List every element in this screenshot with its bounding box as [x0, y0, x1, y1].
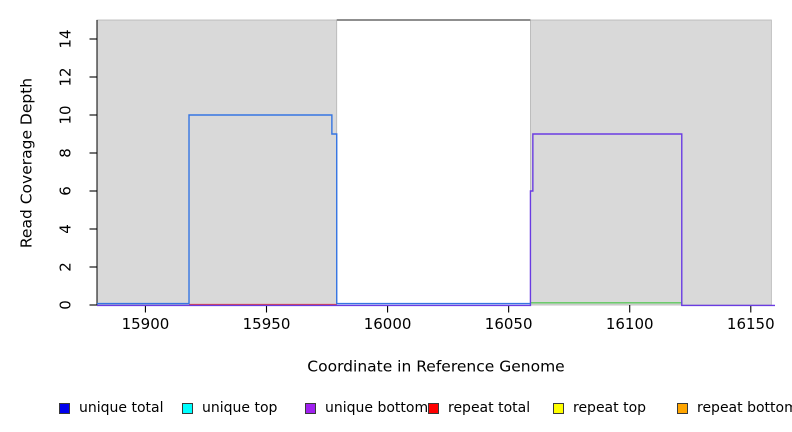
legend-item-unique-bottom: unique bottom	[305, 400, 428, 416]
legend-swatch-icon	[305, 402, 316, 414]
legend-label: repeat bottom	[697, 400, 792, 416]
x-tick-label: 15900	[121, 315, 170, 333]
y-tick-label: 6	[56, 186, 75, 196]
x-tick-label: 16150	[726, 315, 775, 333]
legend-item-unique-top: unique top	[182, 400, 277, 416]
legend-swatch-icon	[182, 402, 193, 414]
legend-swatch-icon	[677, 402, 688, 414]
repeat-region-right	[530, 19, 772, 306]
legend-swatch-icon	[428, 402, 439, 414]
legend-item-repeat-top: repeat top	[553, 400, 646, 416]
series-unique-bottom	[97, 133, 775, 307]
repeat-region-left	[96, 19, 338, 306]
y-tick-label: 8	[56, 148, 75, 158]
legend-swatch-icon	[553, 402, 564, 414]
y-tick-label: 14	[56, 29, 75, 49]
legend-label: repeat top	[573, 400, 647, 416]
x-tick-label: 16000	[363, 315, 412, 333]
legend-label: repeat total	[448, 400, 531, 416]
x-tick-label: 15950	[242, 315, 291, 333]
legend-label: unique bottom	[325, 400, 429, 416]
x-axis-title: Coordinate in Reference Genome	[307, 357, 565, 376]
legend-item-repeat-total: repeat total	[428, 400, 530, 416]
legend-swatch-icon	[59, 402, 70, 414]
series-unique-total	[97, 114, 531, 305]
legend-label: unique top	[202, 400, 278, 416]
y-axis-title: Read Coverage Depth	[17, 77, 36, 249]
x-tick-label: 16050	[484, 315, 533, 333]
y-tick-label: 12	[56, 67, 75, 87]
legend-item-unique-total: unique total	[59, 400, 163, 416]
y-tick-label: 4	[56, 224, 75, 234]
legend-label: unique total	[79, 400, 164, 416]
legend-item-repeat-bottom: repeat bottom	[677, 400, 792, 416]
y-tick-label: 10	[56, 105, 75, 125]
y-tick-label: 0	[56, 300, 75, 310]
x-tick-label: 16100	[605, 315, 654, 333]
y-tick-label: 2	[56, 262, 75, 272]
